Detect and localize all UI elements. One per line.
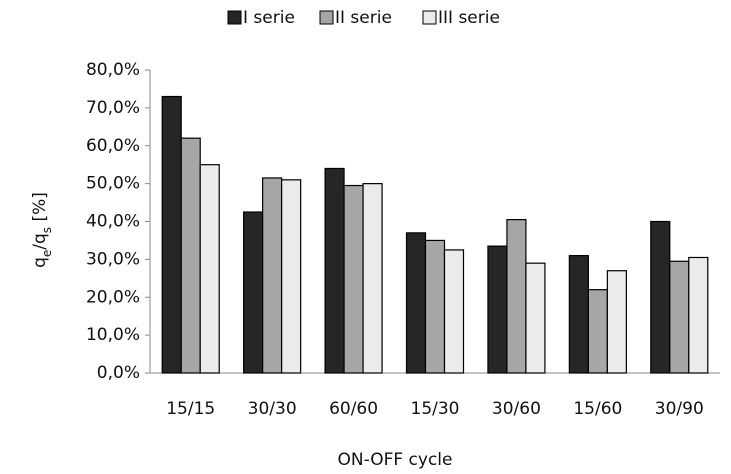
x-tick-label: 15/60	[573, 399, 622, 419]
x-tick-label: 30/30	[248, 399, 297, 419]
bar	[568, 254, 589, 374]
y-title-part: q	[30, 257, 50, 268]
legend-swatch	[319, 10, 334, 25]
x-axis-title: ON-OFF cycle	[338, 450, 453, 470]
y-tick-label: 10,0%	[86, 325, 140, 345]
y-title-part: e	[40, 250, 54, 257]
y-tick-label: 30,0%	[86, 249, 140, 269]
bar	[243, 211, 264, 374]
bar	[525, 262, 546, 374]
y-title-part: /q	[30, 233, 50, 250]
bar	[324, 167, 345, 374]
legend-label: II serie	[335, 8, 392, 28]
bar	[262, 177, 283, 374]
legend-swatch	[227, 10, 242, 25]
x-tick-label: 60/60	[329, 399, 378, 419]
bar	[281, 179, 302, 374]
y-axis-title: qe/qs [%]	[30, 192, 54, 268]
bar	[587, 289, 608, 374]
bar	[199, 164, 220, 374]
legend-label: III serie	[438, 8, 500, 28]
bar	[506, 219, 527, 374]
y-title-part: [%]	[30, 192, 50, 227]
y-title-part: s	[40, 227, 54, 233]
bar	[650, 220, 671, 374]
y-tick-label: 0,0%	[97, 363, 140, 383]
bar	[688, 256, 709, 374]
bar	[343, 184, 364, 374]
x-tick-label: 15/15	[166, 399, 215, 419]
bar	[161, 95, 182, 374]
y-tick-label: 20,0%	[86, 287, 140, 307]
bar	[487, 245, 508, 374]
y-tick-label: 80,0%	[86, 60, 140, 80]
bar	[443, 249, 465, 374]
bar	[180, 137, 201, 374]
x-tick-label: 30/90	[655, 399, 704, 419]
bar	[424, 239, 446, 374]
bar	[362, 183, 383, 374]
y-tick-label: 60,0%	[86, 136, 140, 156]
bar	[405, 232, 427, 374]
legend-swatch	[422, 10, 437, 25]
bar	[606, 270, 627, 374]
y-tick-label: 50,0%	[86, 174, 140, 194]
bar	[669, 260, 690, 374]
legend-label: I serie	[243, 8, 295, 28]
y-tick-label: 70,0%	[86, 98, 140, 118]
y-tick-label: 40,0%	[86, 212, 140, 232]
x-tick-label: 30/60	[492, 399, 541, 419]
x-tick-label: 15/30	[411, 399, 460, 419]
